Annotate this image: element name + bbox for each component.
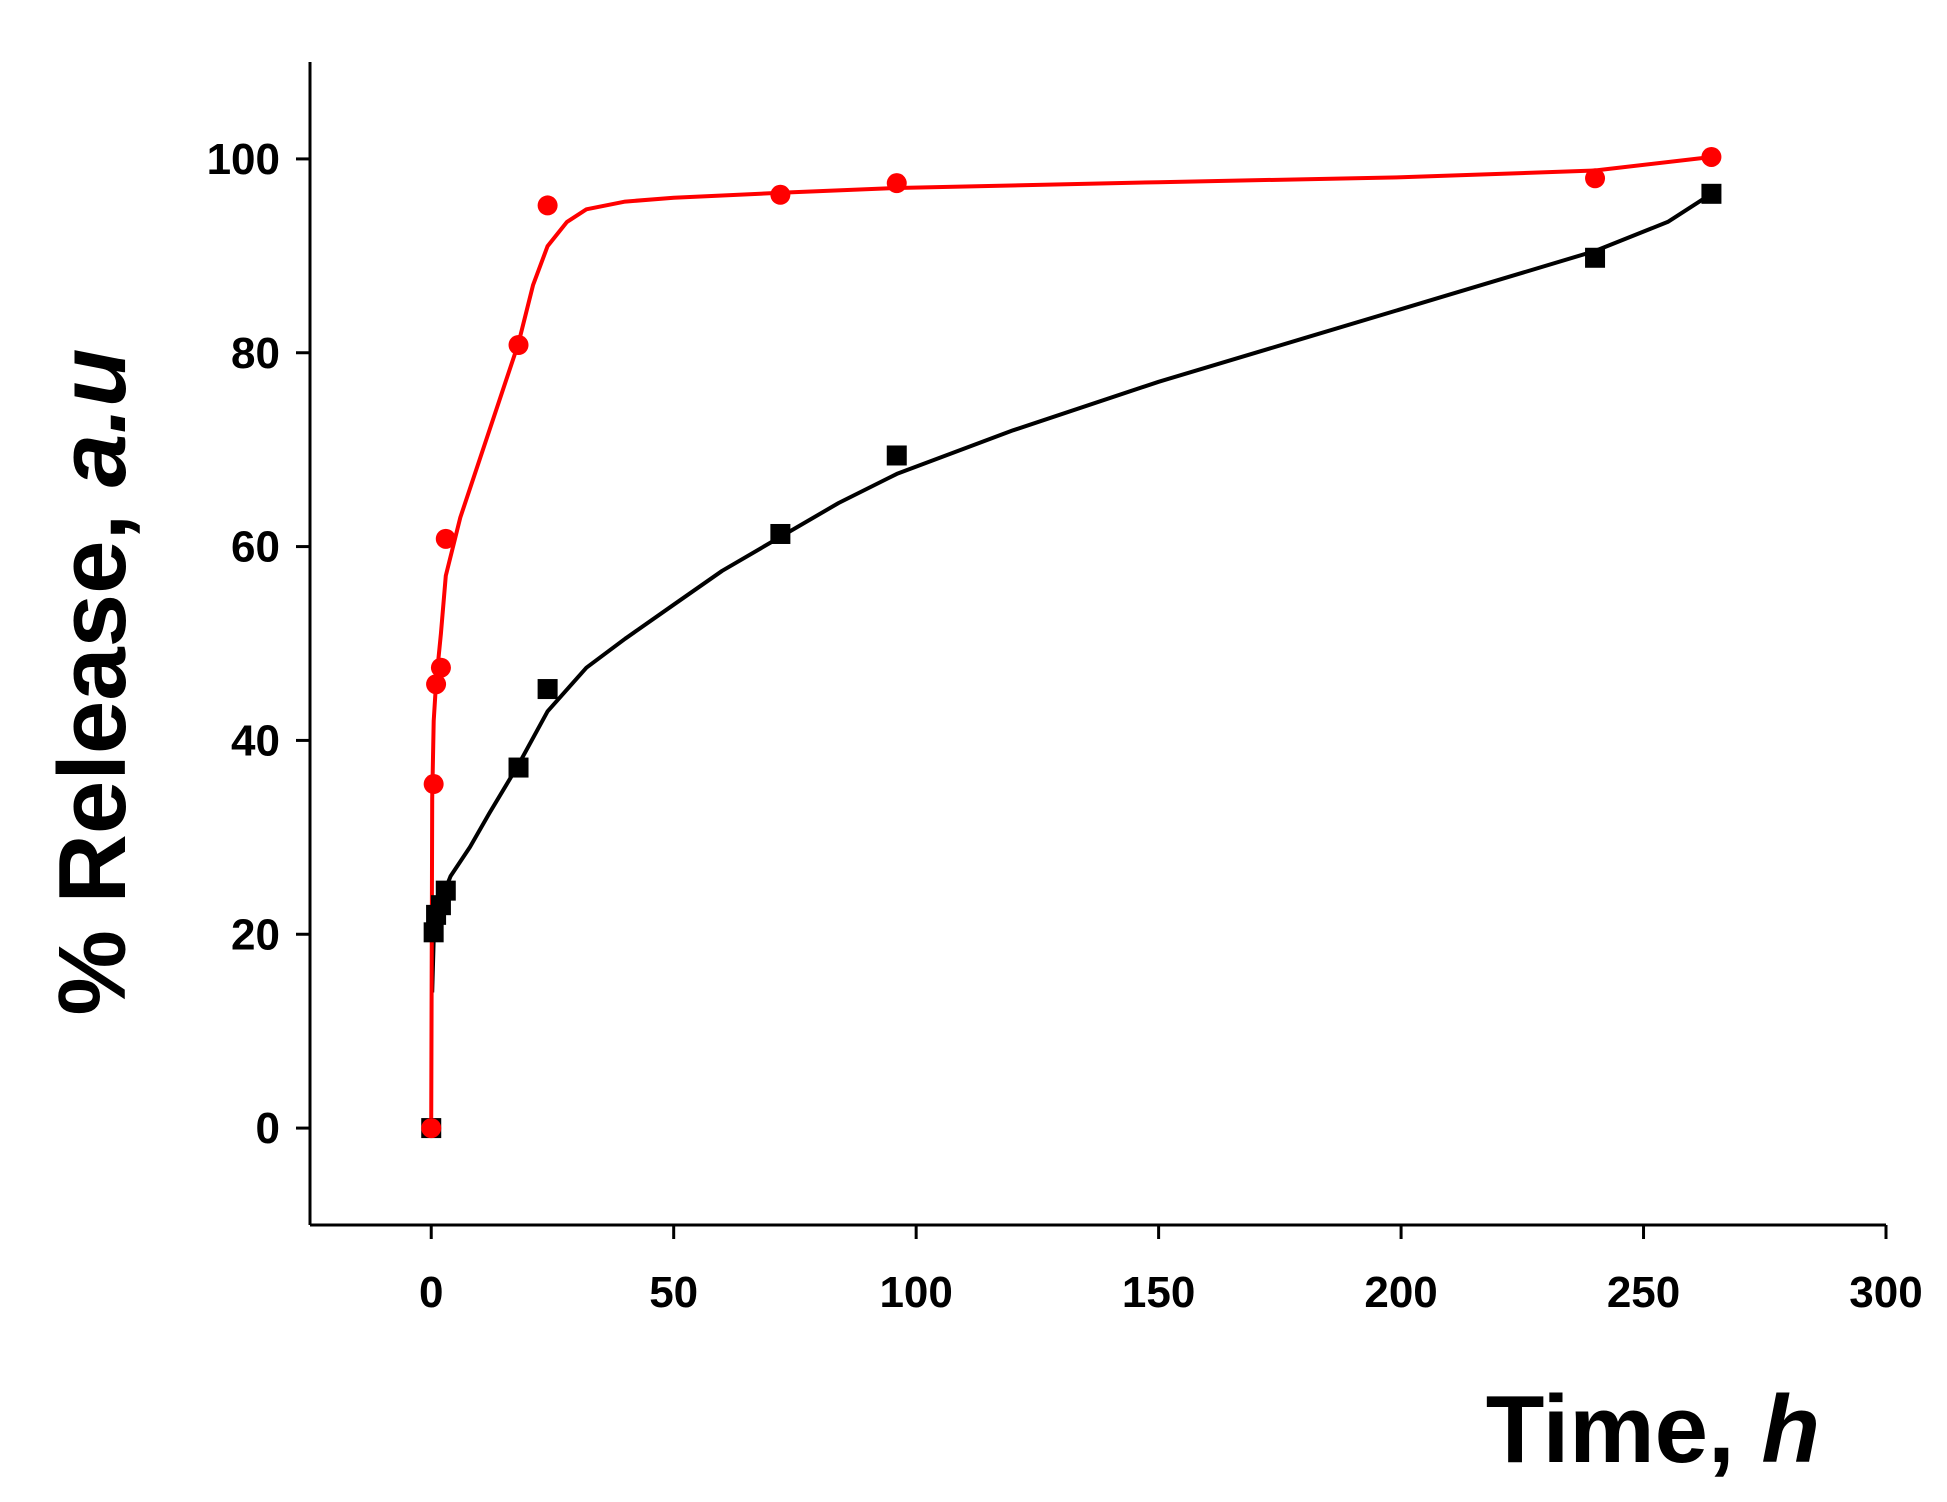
y-tick-label: 20 — [231, 910, 280, 959]
black-data-point — [1585, 247, 1606, 268]
y-tick-label: 40 — [231, 716, 280, 765]
red-data-point — [423, 774, 444, 795]
red-data-point — [537, 195, 558, 216]
y-ticks: 0 20 40 60 80 100 — [207, 135, 310, 1153]
x-ticks: 0 50 100 150 200 250 300 — [419, 1225, 1923, 1317]
y-axis-title: % Release, a.u — [39, 348, 146, 1015]
black-data-point — [435, 880, 456, 901]
y-tick-label: 0 — [256, 1104, 280, 1153]
y-tick-label: 80 — [231, 329, 280, 378]
red-data-point — [770, 184, 791, 205]
x-tick-label: 250 — [1607, 1268, 1680, 1317]
y-axis-title-main: % Release, — [39, 487, 146, 1015]
x-tick-label: 150 — [1122, 1268, 1195, 1317]
red-data-point — [421, 1118, 442, 1139]
x-tick-label: 0 — [419, 1268, 443, 1317]
red-data-point — [508, 334, 529, 355]
x-axis-title-unit: h — [1761, 1376, 1820, 1483]
black-data-point — [886, 445, 907, 466]
black-data-point — [1701, 183, 1722, 204]
x-tick-label: 100 — [879, 1268, 952, 1317]
red-data-point — [435, 528, 456, 549]
red-data-point — [1701, 146, 1722, 167]
red-data-point — [886, 173, 907, 194]
red-data-point — [430, 657, 451, 678]
y-tick-label: 60 — [231, 523, 280, 572]
black-data-point — [770, 523, 791, 544]
data-markers — [421, 146, 1722, 1139]
black-fit-line — [430, 192, 1713, 993]
red-data-point — [1585, 168, 1606, 189]
y-tick-label: 100 — [207, 135, 280, 184]
red-data-point — [426, 674, 447, 695]
x-tick-label: 300 — [1849, 1268, 1922, 1317]
fit-lines — [429, 155, 1713, 1129]
black-data-point — [508, 757, 529, 778]
black-data-point — [537, 679, 558, 700]
x-tick-label: 50 — [649, 1268, 698, 1317]
x-axis-title-main: Time, — [1486, 1376, 1762, 1483]
x-tick-label: 200 — [1364, 1268, 1437, 1317]
y-axis-title-unit: a.u — [39, 348, 146, 487]
plot-area: 0 20 40 60 80 100 0 50 100 150 200 250 300 — [207, 62, 1923, 1317]
black-data-point — [423, 922, 444, 943]
x-axis-title: Time, h — [1486, 1376, 1820, 1483]
